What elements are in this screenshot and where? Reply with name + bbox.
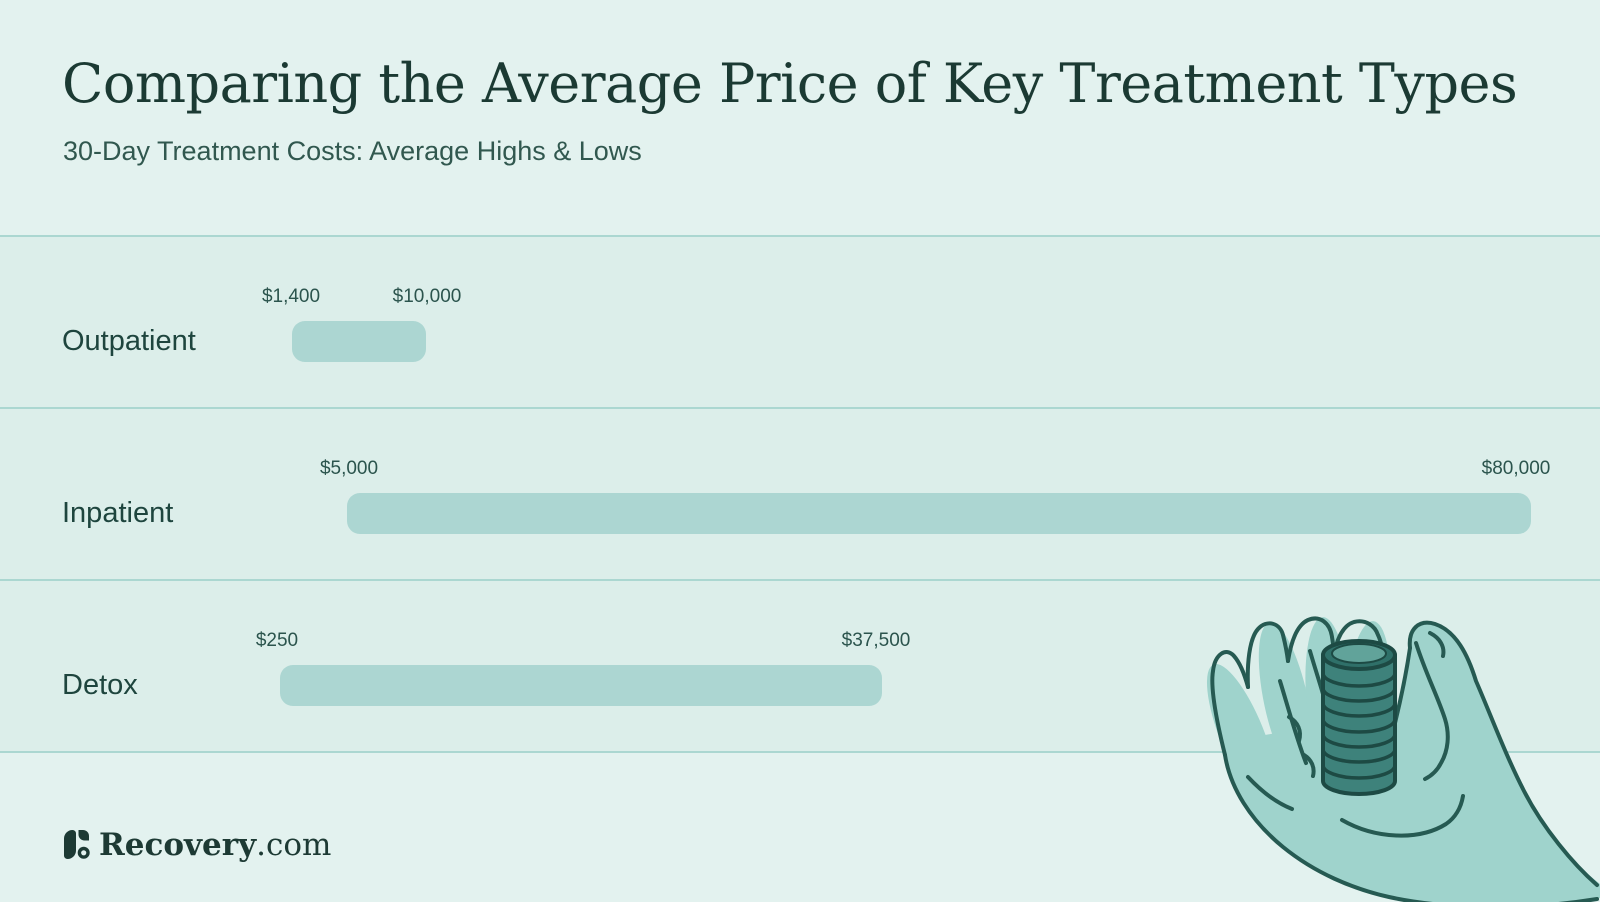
high-value-label: $80,000 [1481,458,1551,479]
low-value-label: $5,000 [319,458,379,479]
footer: Recovery.com [0,751,1600,900]
range-bar [292,321,426,362]
category-label: Outpatient [62,325,196,357]
chart-row-inpatient: Inpatient $5,000 $80,000 [0,407,1600,579]
range-bar [280,665,882,706]
low-value-label: $250 [255,630,299,651]
brand-suffix: .com [256,827,332,863]
high-value-label: $37,500 [841,630,911,651]
page-subtitle: 30-Day Treatment Costs: Average Highs & … [63,136,642,166]
low-value-label: $1,400 [261,286,321,307]
brand-wordmark: Recovery.com [99,829,331,861]
category-label: Detox [62,669,138,701]
brand-logo: Recovery.com [62,829,331,861]
page-title: Comparing the Average Price of Key Treat… [62,52,1518,115]
high-value-label: $10,000 [392,286,462,307]
range-bar [347,493,1531,534]
recovery-logo-icon [64,830,90,859]
category-label: Inpatient [62,497,174,529]
header: Comparing the Average Price of Key Treat… [0,0,1600,235]
chart-row-detox: Detox $250 $37,500 [0,579,1600,751]
range-bar-chart: Outpatient $1,400 $10,000 Inpatient $5,0… [0,235,1600,751]
brand-name: Recovery [99,827,257,863]
chart-row-outpatient: Outpatient $1,400 $10,000 [0,235,1600,407]
